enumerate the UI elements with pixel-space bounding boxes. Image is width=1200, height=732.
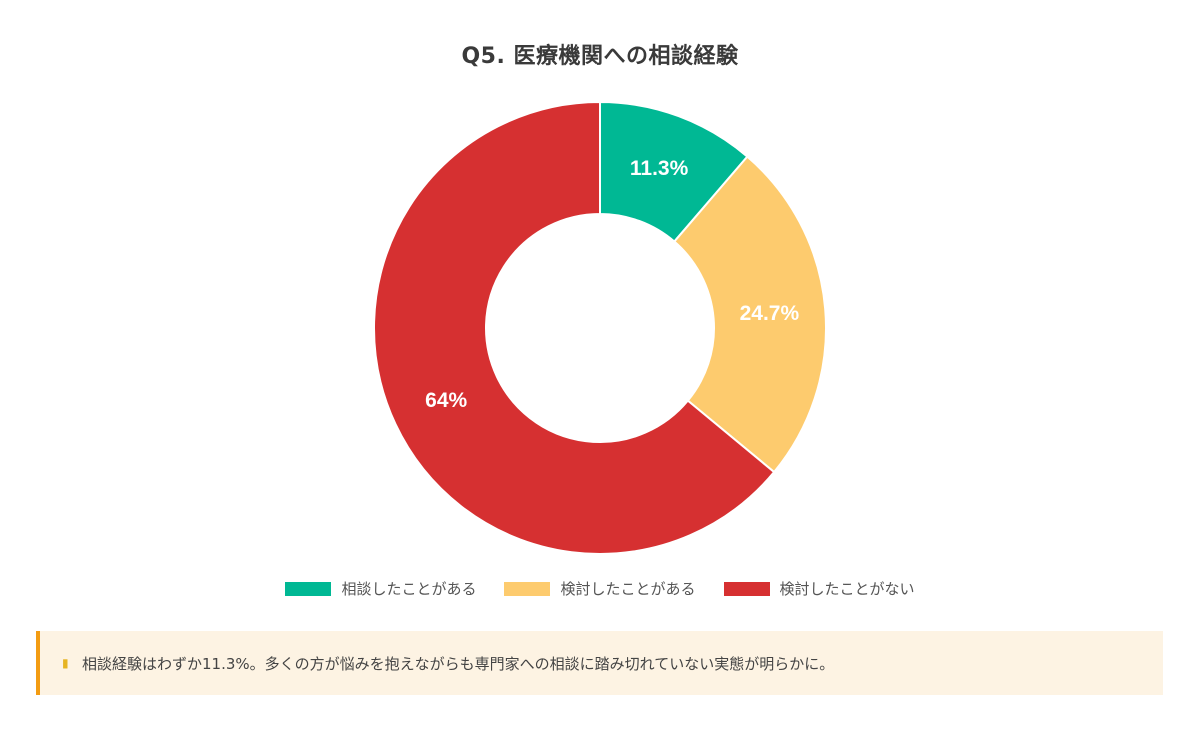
legend-swatch (285, 581, 332, 596)
insight-note: ▮ 相談経験はわずか11.3%。多くの方が悩みを抱えながらも専門家への相談に踏み… (36, 631, 1163, 695)
chart-title: Q5. 医療機関への相談経験 (461, 44, 739, 69)
legend-swatch (504, 581, 551, 596)
legend-item-not-considered[interactable]: 検討したことがない (723, 578, 915, 599)
slice-data-label: 11.3% (630, 157, 689, 180)
legend-label: 相談したことがある (341, 580, 477, 598)
slice-considered[interactable] (672, 155, 827, 474)
donut-chart: 11.3% 24.7% 64% (373, 100, 827, 555)
legend-label: 検討したことがある (560, 580, 696, 598)
legend-label: 検討したことがない (779, 580, 915, 598)
slice-not-considered[interactable] (373, 100, 776, 555)
insight-note-text: 相談経験はわずか11.3%。多くの方が悩みを抱えながらも専門家への相談に踏み切れ… (82, 654, 835, 673)
chart-legend: 相談したことがある 検討したことがある 検討したことがない (0, 578, 1200, 599)
legend-swatch (723, 581, 770, 596)
slice-data-label: 64% (425, 389, 467, 412)
legend-item-consulted[interactable]: 相談したことがある (285, 578, 476, 599)
slice-data-label: 24.7% (740, 302, 800, 325)
legend-item-considered[interactable]: 検討したことがある (504, 578, 696, 599)
lightbulb-icon: ▮ (62, 656, 69, 670)
